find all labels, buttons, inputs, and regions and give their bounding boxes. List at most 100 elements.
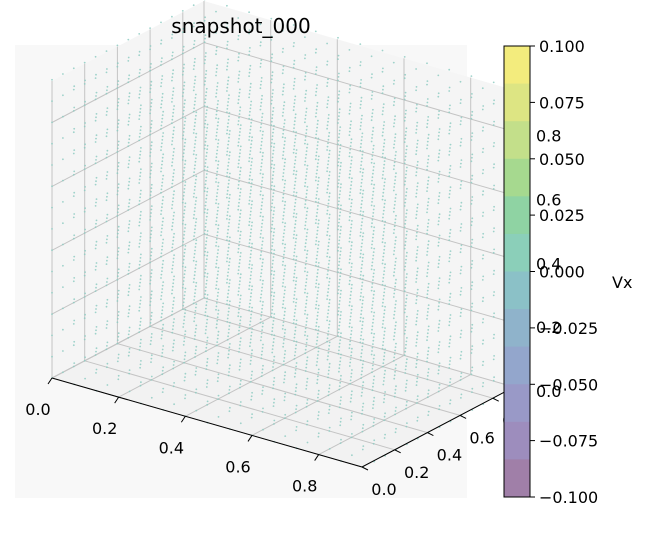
data-point [150, 237, 152, 239]
data-point [171, 208, 173, 210]
data-point [151, 184, 153, 186]
data-point [260, 59, 262, 61]
data-point [283, 147, 285, 149]
data-point [305, 221, 307, 223]
colorbar: 0.1000.0750.0500.0250.000−0.025−0.050−0.… [504, 37, 632, 507]
data-point [394, 307, 396, 309]
data-point [284, 272, 286, 274]
data-point [251, 310, 253, 312]
data-point [317, 294, 319, 296]
data-point [382, 305, 384, 307]
data-point [327, 142, 329, 144]
data-point [404, 333, 406, 335]
data-point [350, 124, 352, 126]
data-point [139, 324, 141, 326]
data-point [184, 252, 186, 254]
data-point [127, 145, 129, 147]
data-point [304, 331, 306, 333]
data-point [450, 378, 452, 380]
data-point [326, 213, 328, 215]
data-point [437, 96, 439, 98]
data-point [260, 84, 262, 86]
data-point [405, 262, 407, 264]
data-point [271, 53, 273, 55]
data-point [416, 299, 418, 301]
data-point [195, 282, 197, 284]
data-point [117, 208, 119, 210]
data-point [406, 149, 408, 151]
data-point [185, 352, 187, 354]
data-point [351, 287, 353, 289]
data-point [450, 165, 452, 167]
data-point [106, 114, 108, 116]
data-point [338, 332, 340, 334]
data-point [371, 116, 373, 118]
data-point [384, 285, 386, 287]
data-point [460, 354, 462, 356]
data-point [448, 282, 450, 284]
data-point [251, 182, 253, 184]
data-point [240, 295, 242, 297]
data-point [405, 344, 407, 346]
data-point [416, 235, 418, 237]
data-point [62, 116, 64, 118]
data-point [160, 213, 162, 215]
data-point [316, 88, 318, 90]
data-point [372, 237, 374, 239]
data-point [217, 82, 219, 84]
data-point [395, 325, 397, 327]
data-point [339, 364, 341, 366]
data-point [182, 202, 184, 204]
data-point [328, 412, 330, 414]
data-point [362, 321, 364, 323]
data-point [438, 302, 440, 304]
data-point [194, 274, 196, 276]
data-point [183, 127, 185, 129]
data-point [95, 99, 97, 101]
data-point [207, 379, 209, 381]
data-point [371, 183, 373, 185]
data-point [127, 39, 129, 41]
data-point [228, 243, 230, 245]
data-point [362, 236, 364, 238]
data-point [439, 128, 441, 130]
data-point [139, 349, 141, 351]
data-point [406, 145, 408, 147]
data-point [240, 337, 242, 339]
data-point [249, 260, 251, 262]
data-point [215, 202, 217, 204]
data-point [127, 103, 129, 105]
data-point [318, 390, 320, 392]
data-point [62, 329, 64, 331]
data-point [139, 221, 141, 223]
data-point [404, 99, 406, 101]
data-point [239, 149, 241, 151]
data-point [273, 402, 275, 404]
data-point [328, 96, 330, 98]
data-point [295, 241, 297, 243]
data-point [293, 152, 295, 154]
data-point [307, 356, 309, 358]
data-point [482, 151, 484, 153]
data-point [318, 138, 320, 140]
data-point [460, 273, 462, 275]
data-point [194, 232, 196, 234]
data-point [316, 169, 318, 171]
data-point [151, 397, 153, 399]
data-point [360, 61, 362, 63]
data-point [282, 115, 284, 117]
data-point [372, 425, 374, 427]
data-point [338, 97, 340, 99]
data-point [205, 205, 207, 207]
data-point [51, 207, 53, 209]
data-point [449, 254, 451, 256]
data-point [206, 173, 208, 175]
data-point [461, 330, 463, 332]
data-point [450, 229, 452, 231]
data-point [183, 67, 185, 69]
data-point [260, 66, 262, 68]
data-point [316, 343, 318, 345]
data-point [95, 372, 97, 374]
data-point [293, 63, 295, 65]
data-point [296, 320, 298, 322]
